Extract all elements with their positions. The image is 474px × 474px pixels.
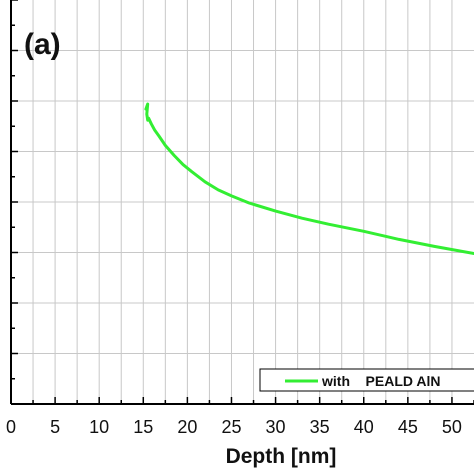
legend-label: with PEALD AlN <box>321 373 440 389</box>
axes <box>10 0 474 405</box>
x-tick-label: 15 <box>133 417 153 437</box>
x-axis-ticks: 0 5 10 15 20 25 30 35 40 45 50 <box>6 417 462 437</box>
series-line <box>144 102 474 255</box>
x-tick-label: 5 <box>50 417 60 437</box>
panel-label: (a) <box>24 28 61 61</box>
x-tick-label: 40 <box>354 417 374 437</box>
grid <box>11 0 474 404</box>
x-tick-label: 10 <box>89 417 109 437</box>
x-tick-label: 50 <box>442 417 462 437</box>
legend: with PEALD AlN <box>259 368 474 392</box>
x-tick-label: 20 <box>177 417 197 437</box>
x-axis-title: Depth [nm] <box>226 445 337 468</box>
plot-area <box>144 102 474 255</box>
x-tick-label: 45 <box>398 417 418 437</box>
x-tick-label: 30 <box>266 417 286 437</box>
x-tick-label: 0 <box>6 417 16 437</box>
x-tick-label: 35 <box>310 417 330 437</box>
legend-box <box>259 368 474 392</box>
x-tick-label: 25 <box>221 417 241 437</box>
